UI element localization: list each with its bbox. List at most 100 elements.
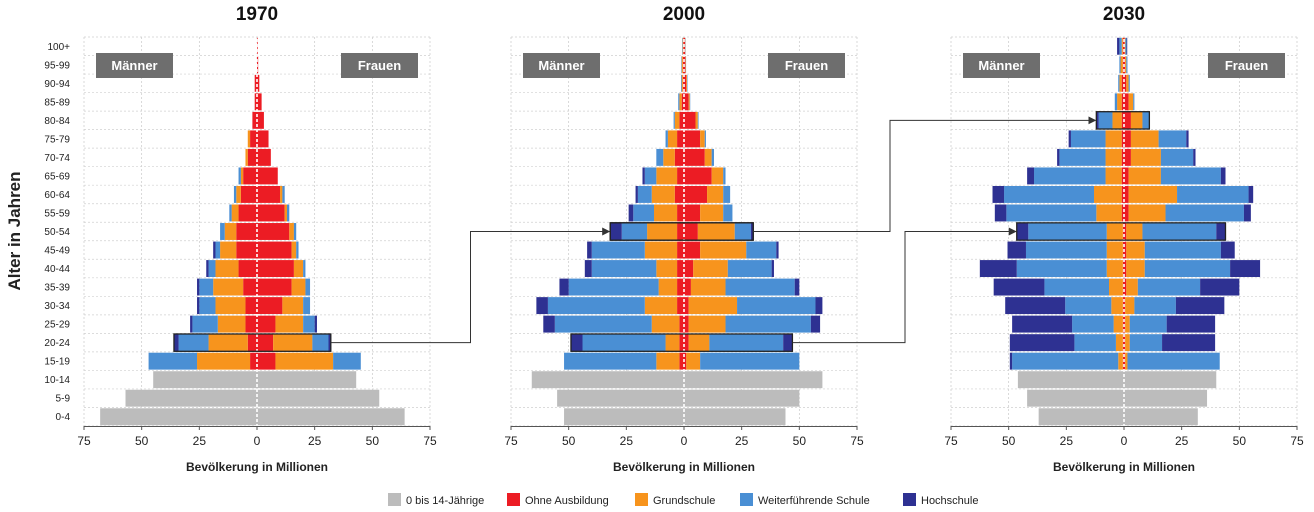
- cohort-outline-source: [609, 222, 754, 241]
- bar-female-none: [684, 223, 698, 240]
- maenner-box: [963, 53, 1040, 78]
- bar-male-secondary: [148, 352, 198, 370]
- frauen-box: [341, 53, 418, 78]
- x-tick-label: 75: [77, 434, 91, 448]
- bar-male-none: [677, 167, 684, 185]
- bar-male-none: [679, 352, 684, 370]
- bar-male-none: [240, 185, 257, 203]
- bar-male-none: [250, 130, 257, 148]
- bar-male-primary: [1111, 297, 1123, 315]
- bar-female-secondary: [1137, 278, 1201, 296]
- bar-male-secondary: [591, 241, 645, 259]
- bar-female-higher: [1175, 297, 1225, 315]
- panel-title: 2030: [1103, 4, 1145, 25]
- age-tick-label: 50-54: [44, 227, 70, 238]
- age-tick-label: 0-4: [56, 412, 71, 423]
- age-tick-label: 15-19: [44, 357, 70, 368]
- x-tick-label: 50: [135, 434, 149, 448]
- bar-male-primary: [1106, 241, 1123, 259]
- bar-female-primary: [1125, 315, 1130, 333]
- bar-female-primary: [1130, 130, 1159, 148]
- bar-male-higher: [543, 315, 555, 333]
- bar-male-none: [236, 223, 257, 240]
- bar-female-none: [257, 93, 262, 111]
- bar-female-none: [257, 278, 292, 296]
- bar-male-primary: [1113, 315, 1123, 333]
- bar-female-higher: [1220, 167, 1226, 185]
- bar-female-secondary: [1165, 204, 1244, 222]
- bar-male-secondary: [621, 223, 648, 240]
- bar-female-primary: [1124, 37, 1126, 55]
- bar-female-none: [257, 241, 292, 259]
- bar-male-secondary: [233, 185, 237, 203]
- bar-female-kids: [1124, 389, 1208, 407]
- bar-female-secondary: [1160, 167, 1221, 185]
- legend-swatch-secondary: [740, 493, 753, 506]
- x-tick-label: 50: [366, 434, 380, 448]
- bar-male-higher: [994, 204, 1007, 222]
- bar-male-primary: [682, 37, 684, 55]
- bar-male-higher: [979, 260, 1017, 278]
- bar-female-secondary: [1142, 111, 1150, 129]
- bar-female-secondary: [333, 352, 361, 370]
- bar-male-secondary: [568, 278, 659, 296]
- bar-female-primary: [688, 334, 710, 352]
- x-tick-label: 50: [1233, 434, 1247, 448]
- bar-female-higher: [1200, 278, 1240, 296]
- bar-male-secondary: [1025, 241, 1107, 259]
- x-tick-label: 50: [562, 434, 576, 448]
- bar-female-primary: [704, 148, 712, 166]
- bar-male-secondary: [1119, 37, 1122, 55]
- bar-female-none: [257, 130, 269, 148]
- bar-female-none: [684, 167, 712, 185]
- bar-male-none: [681, 93, 684, 111]
- bar-female-higher: [783, 334, 793, 352]
- age-tick-label: 75-79: [44, 134, 70, 145]
- bar-female-none: [257, 315, 276, 333]
- bar-female-none: [1124, 241, 1127, 259]
- bar-male-primary: [651, 185, 675, 203]
- bar-male-primary: [644, 241, 678, 259]
- bar-female-primary: [1128, 185, 1178, 203]
- bar-male-secondary: [591, 260, 657, 278]
- bar-female-primary: [293, 260, 304, 278]
- bar-male-none: [1121, 167, 1124, 185]
- bar-female-none: [684, 204, 701, 222]
- maenner-label: Männer: [538, 58, 584, 73]
- bar-female-primary: [707, 185, 724, 203]
- bar-male-primary: [663, 148, 675, 166]
- bar-male-none: [252, 111, 257, 129]
- bar-female-primary: [1125, 297, 1135, 315]
- bar-female-secondary: [723, 185, 731, 203]
- bar-male-primary: [658, 278, 678, 296]
- bar-female-kids: [684, 371, 823, 389]
- bar-male-none: [677, 241, 684, 259]
- bar-female-none: [684, 260, 694, 278]
- bar-male-kids: [153, 371, 257, 389]
- bar-male-primary: [231, 204, 239, 222]
- bar-male-higher: [206, 260, 209, 278]
- bar-female-higher: [1162, 334, 1216, 352]
- bar-female-primary: [686, 352, 701, 370]
- x-tick-label: 75: [850, 434, 864, 448]
- x-tick-label: 75: [1290, 434, 1304, 448]
- bar-male-none: [245, 315, 257, 333]
- bar-male-primary: [217, 315, 246, 333]
- bar-male-secondary: [229, 204, 232, 222]
- age-tick-label: 85-89: [44, 97, 70, 108]
- bar-male-primary: [236, 185, 241, 203]
- bar-male-primary: [1119, 74, 1122, 92]
- bar-male-secondary: [1072, 315, 1114, 333]
- bar-male-secondary: [665, 130, 668, 148]
- bar-male-higher: [1009, 352, 1013, 370]
- bar-male-higher: [628, 204, 634, 222]
- bar-female-primary: [275, 352, 334, 370]
- bar-female-secondary: [1128, 74, 1130, 92]
- bar-male-primary: [1121, 37, 1123, 55]
- bar-male-primary: [215, 260, 239, 278]
- bar-female-kids: [1124, 408, 1198, 426]
- bar-male-higher: [1012, 315, 1073, 333]
- bar-female-none: [1124, 93, 1129, 111]
- x-axis-label: Bevölkerung in Millionen: [613, 460, 755, 474]
